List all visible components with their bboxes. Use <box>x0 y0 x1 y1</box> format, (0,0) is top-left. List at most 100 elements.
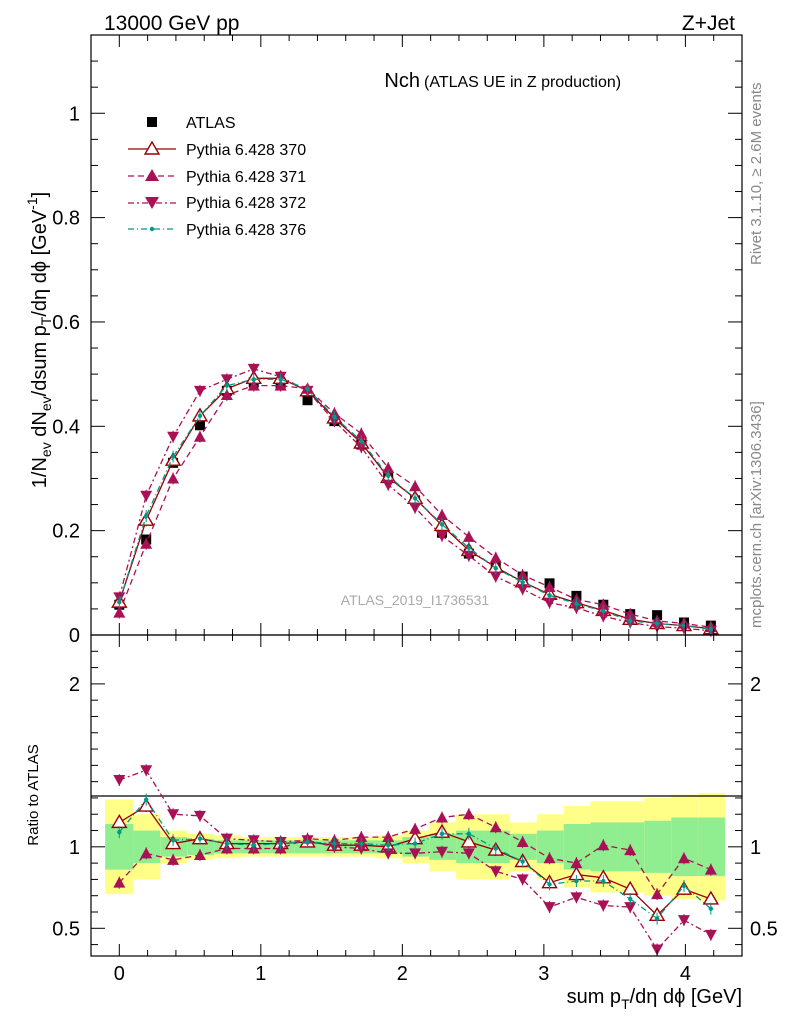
ratio-point-pythia-6-428-371 <box>597 839 610 851</box>
legend-label-atlas: ATLAS <box>186 115 236 132</box>
ratio-point-pythia-6-428-376 <box>681 883 687 889</box>
ratio-point-pythia-6-428-372 <box>516 874 529 886</box>
ratio-point-pythia-6-428-372 <box>677 915 690 927</box>
ratio-y-tick-label-right: 1 <box>750 837 761 859</box>
ratio-point-pythia-6-428-376 <box>170 838 176 843</box>
main-point-pythia-6-428-372 <box>247 363 260 375</box>
ratio-point-pythia-6-428-376 <box>412 841 418 846</box>
ratio-point-pythia-6-428-372 <box>193 810 206 822</box>
ratio-point-pythia-6-428-371 <box>167 853 180 865</box>
ratio-point-pythia-6-428-372 <box>167 809 180 821</box>
main-point-pythia-6-428-371 <box>382 462 395 474</box>
ratio-point-pythia-6-428-376 <box>601 878 606 884</box>
main-point-pythia-6-428-376 <box>574 601 579 606</box>
legend-label-371: Pythia 6.428 371 <box>186 169 306 186</box>
main-point-pythia-6-428-372 <box>435 530 448 542</box>
main-point-pythia-6-428-371 <box>409 480 422 492</box>
main-point-pythia-6-428-372 <box>409 502 422 514</box>
ratio-point-pythia-6-428-372 <box>704 929 717 941</box>
ratio-point-pythia-6-428-372 <box>382 848 395 860</box>
ratio-point-pythia-6-428-372 <box>570 892 583 904</box>
main-point-pythia-6-428-376 <box>466 545 472 551</box>
ratio-point-pythia-6-428-371 <box>140 847 153 859</box>
x-axis-label: sum pT/dη dϕ [GeV] <box>567 986 742 1012</box>
main-point-pythia-6-428-372 <box>382 479 395 491</box>
ratio-point-pythia-6-428-376 <box>439 831 445 836</box>
main-panel: 0 0.2 0.4 0.6 0.8 1 Nch (ATLAS UE in Z produc… <box>24 34 743 647</box>
legend-entry-atlas: ATLAS <box>147 115 236 132</box>
main-point-pythia-6-428-376 <box>251 377 256 382</box>
ratio-point-pythia-6-428-371 <box>113 876 126 888</box>
main-point-pythia-6-428-371 <box>462 530 475 542</box>
main-point-pythia-6-428-376 <box>170 454 176 459</box>
ratio-point-pythia-6-428-376 <box>466 831 472 836</box>
ratio-point-pythia-6-428-371 <box>462 808 475 820</box>
main-point-pythia-6-428-371 <box>597 598 610 610</box>
analysis-watermark: ATLAS_2019_I1736531 <box>341 592 490 608</box>
ratio-point-pythia-6-428-371 <box>570 857 583 869</box>
main-point-pythia-6-428-376 <box>654 621 660 626</box>
ratio-frame <box>90 634 743 957</box>
main-point-pythia-6-428-371 <box>516 569 529 580</box>
ratio-band-stat <box>671 817 699 877</box>
y-tick-label: 0.4 <box>52 416 80 438</box>
legend: ATLAS Pythia 6.428 370 Pythia 6.428 371 … <box>128 115 306 239</box>
y-tick-label: 0.6 <box>52 312 80 334</box>
ratio-point-pythia-6-428-372 <box>624 902 637 914</box>
plot-subtitle: (ATLAS UE in Z production) <box>424 74 621 91</box>
header-right-label: Z+Jet <box>682 12 735 35</box>
ratio-point-pythia-6-428-372 <box>409 848 422 860</box>
ratio-point-pythia-6-428-376 <box>574 878 579 884</box>
main-point-pythia-6-428-371 <box>193 430 206 442</box>
main-point-pythia-6-428-372 <box>543 597 556 609</box>
ratio-point-pythia-6-428-371 <box>193 848 206 860</box>
ratio-point-pythia-6-428-371 <box>435 811 448 823</box>
ratio-band-stat <box>644 820 672 873</box>
legend-label-370: Pythia 6.428 370 <box>186 142 306 159</box>
main-point-pythia-6-428-371 <box>167 472 180 484</box>
ratio-y-tick-label-right: 0.5 <box>750 918 778 940</box>
ratio-point-pythia-6-428-371 <box>489 821 502 833</box>
plot-title: Nch <box>384 70 420 92</box>
main-point-pythia-6-428-376 <box>278 377 283 382</box>
main-point-pythia-6-428-376 <box>412 496 418 501</box>
ratio-point-pythia-6-428-372 <box>113 775 126 787</box>
main-point-pythia-6-428-376 <box>224 383 230 388</box>
x-tick-label: 2 <box>397 963 408 985</box>
ratio-point-pythia-6-428-376 <box>197 836 203 841</box>
ratio-panel: 0 1 2 3 4 0.5 0.5 1 1 2 2 Ratio to ATLAS <box>25 634 778 985</box>
ratio-point-pythia-6-428-372 <box>140 765 153 777</box>
ratio-y-tick-label-right: 2 <box>750 674 761 696</box>
y-tick-label: 0.2 <box>52 521 80 543</box>
ratio-point-pythia-6-428-371 <box>409 822 422 834</box>
ratio-point-pythia-6-428-376 <box>278 841 283 846</box>
legend-marker-371 <box>145 169 159 181</box>
ratio-point-pythia-6-428-376 <box>385 842 391 848</box>
main-point-pythia-6-428-372 <box>462 550 475 562</box>
ratio-point-pythia-6-428-372 <box>489 866 502 878</box>
ratio-point-pythia-6-428-371 <box>704 863 717 875</box>
ratio-point-pythia-6-428-376 <box>251 842 256 848</box>
ratio-point-pythia-6-428-371 <box>355 831 368 843</box>
ratio-point-pythia-6-428-376 <box>547 882 552 887</box>
main-point-pythia-6-428-372 <box>193 385 206 397</box>
ratio-point-pythia-6-428-376 <box>520 859 525 864</box>
main-point-pythia-6-428-372 <box>489 571 502 583</box>
ratio-series-line-pythia-6-428-376 <box>118 798 712 920</box>
legend-entry-371: Pythia 6.428 371 <box>128 169 306 186</box>
main-point-pythia-6-428-376 <box>385 473 391 479</box>
main-point-pythia-6-428-371 <box>624 608 637 620</box>
main-point-pythia-6-428-376 <box>601 608 606 614</box>
main-point-pythia-6-428-376 <box>359 438 364 444</box>
ratio-point-pythia-6-428-376 <box>493 846 498 851</box>
ratio-point-pythia-6-428-371 <box>382 831 395 843</box>
legend-label-372: Pythia 6.428 372 <box>186 195 306 212</box>
ratio-ylabel: Ratio to ATLAS <box>25 744 42 845</box>
ratio-point-pythia-6-428-376 <box>708 906 714 911</box>
legend-marker-370 <box>143 140 161 155</box>
ratio-point-pythia-6-428-376 <box>359 841 364 846</box>
ratio-point-pythia-6-428-372 <box>651 944 664 956</box>
legend-entry-370: Pythia 6.428 370 <box>128 140 306 159</box>
main-point-pythia-6-428-376 <box>520 580 525 585</box>
